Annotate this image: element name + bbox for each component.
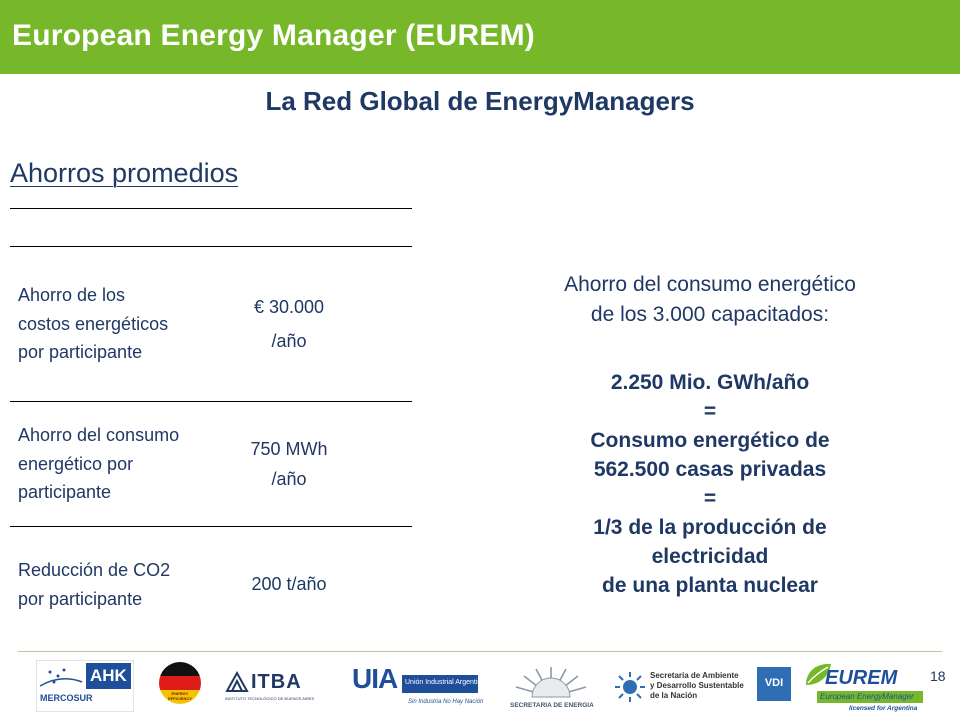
ambiente-line2: y Desarrollo Sustentable: [650, 681, 744, 690]
table-header-row: [10, 209, 412, 246]
table-row-value-line1: € 30.000: [253, 297, 325, 317]
table-row-value: 750 MWh /año: [186, 434, 412, 494]
eurem-subtext: European EnergyManager: [820, 692, 914, 701]
savings-intro: Ahorro del consumo energético de los 3.0…: [490, 270, 930, 330]
secretaria-energia-text: SECRETARIA DE ENERGIA: [510, 702, 594, 709]
environment-sun-icon: [615, 672, 645, 702]
uia-tagline: Sin Industria No Hay Nación: [408, 699, 484, 705]
result-line: 1/3 de la producción de: [593, 516, 827, 539]
table-row-value-line1: 750 MWh: [250, 439, 328, 459]
result-line: electricidad: [651, 545, 769, 568]
table-row-value: € 30.000 /año: [186, 290, 412, 358]
table-row-rule: [10, 526, 412, 527]
result-line: =: [703, 487, 717, 510]
table-row: Ahorro de los costos energéticos por par…: [10, 247, 412, 401]
ahk-mark-icon: [35, 659, 135, 713]
result-line: =: [703, 400, 717, 423]
table-row-label: Ahorro del consumo energético por partic…: [18, 425, 180, 503]
secretaria-ambiente-text: Secretaría de Ambiente y Desarrollo Sust…: [650, 671, 744, 701]
savings-table: Ahorro de los costos energéticos por par…: [10, 208, 412, 642]
vdi-text: VDI: [764, 677, 784, 689]
ambiente-line3: de la Nación: [650, 691, 698, 700]
energy-efficiency-text: ENERGY EFFICIENCY: [168, 691, 192, 701]
german-energy-efficiency-icon: [159, 662, 201, 704]
eurem-text: EUREM: [825, 667, 898, 689]
uia-mark: UIA: [352, 663, 398, 694]
result-line: de una planta nuclear: [602, 574, 818, 597]
table-header-rule: [10, 246, 412, 247]
header-title: European Energy Manager (EUREM): [12, 19, 535, 52]
ahk-mercosur-logo: AHK MERCOSUR: [35, 659, 135, 713]
result-line: 2.250 Mio. GWh/año: [610, 371, 810, 394]
ahk-text: AHK: [90, 666, 127, 685]
vdi-logo: VDI: [757, 667, 791, 701]
ambiente-line1: Secretaría de Ambiente: [650, 671, 739, 680]
ahk-subtext: MERCOSUR: [40, 693, 93, 703]
savings-intro-line2: de los 3.000 capacitados:: [590, 303, 830, 326]
footer-divider: [18, 651, 942, 652]
header-bar: European Energy Manager (EUREM): [0, 0, 960, 74]
uia-logo: UIA Unión Industrial Argentina Sin Indus…: [352, 663, 485, 711]
eurem-sub-band: European EnergyManager: [817, 691, 923, 703]
page-number: 18: [930, 668, 946, 684]
itba-text: ITBA: [251, 671, 302, 693]
energy-efficiency-logo: ENERGY EFFICIENCY: [158, 661, 202, 705]
table-row-value-line2: /año: [271, 331, 307, 351]
partner-logos: AHK MERCOSUR ENERGY EFFICIENCY ITBA INST…: [0, 655, 960, 720]
table-top-rule: [10, 208, 412, 209]
sun-emblem-icon: [515, 667, 587, 698]
table-row-label: Ahorro de los costos energéticos por par…: [18, 285, 169, 363]
savings-result: 2.250 Mio. GWh/año = Consumo energético …: [490, 368, 930, 600]
result-line: Consumo energético de: [590, 429, 830, 452]
table-row-rule: [10, 401, 412, 402]
slide-subtitle: La Red Global de EnergyManagers: [265, 86, 695, 116]
table-row: Reducción de CO2 por participante 200 t/…: [10, 527, 412, 642]
itba-logo: ITBA INSTITUTO TECNOLÓGICO DE BUENOS AIR…: [225, 671, 315, 709]
table-row-value: 200 t/año: [186, 574, 412, 595]
table-row: Ahorro del consumo energético por partic…: [10, 402, 412, 526]
eurem-tagline: licensed for Argentina: [849, 705, 918, 712]
table-row-value-line2: /año: [271, 469, 307, 489]
eurem-leaf-icon: [806, 663, 831, 685]
itba-subtext: INSTITUTO TECNOLÓGICO DE BUENOS AIRES: [225, 696, 315, 701]
eurem-logo: EUREM European EnergyManager licensed fo…: [803, 657, 925, 715]
section-title: Ahorros promedios: [10, 158, 239, 188]
uia-name: Unión Industrial Argentina: [405, 679, 486, 686]
uia-name-band: Unión Industrial Argentina: [402, 675, 485, 693]
table-row-label: Reducción de CO2 por participante: [18, 560, 171, 609]
itba-flame-icon: [225, 671, 249, 692]
savings-intro-line1: Ahorro del consumo energético: [564, 273, 856, 296]
result-line: 562.500 casas privadas: [593, 458, 827, 481]
secretaria-energia-logo: SECRETARIA DE ENERGIA: [510, 663, 594, 711]
table-row-value-line1: 200 t/año: [251, 574, 327, 594]
secretaria-ambiente-logo: Secretaría de Ambiente y Desarrollo Sust…: [614, 667, 744, 709]
